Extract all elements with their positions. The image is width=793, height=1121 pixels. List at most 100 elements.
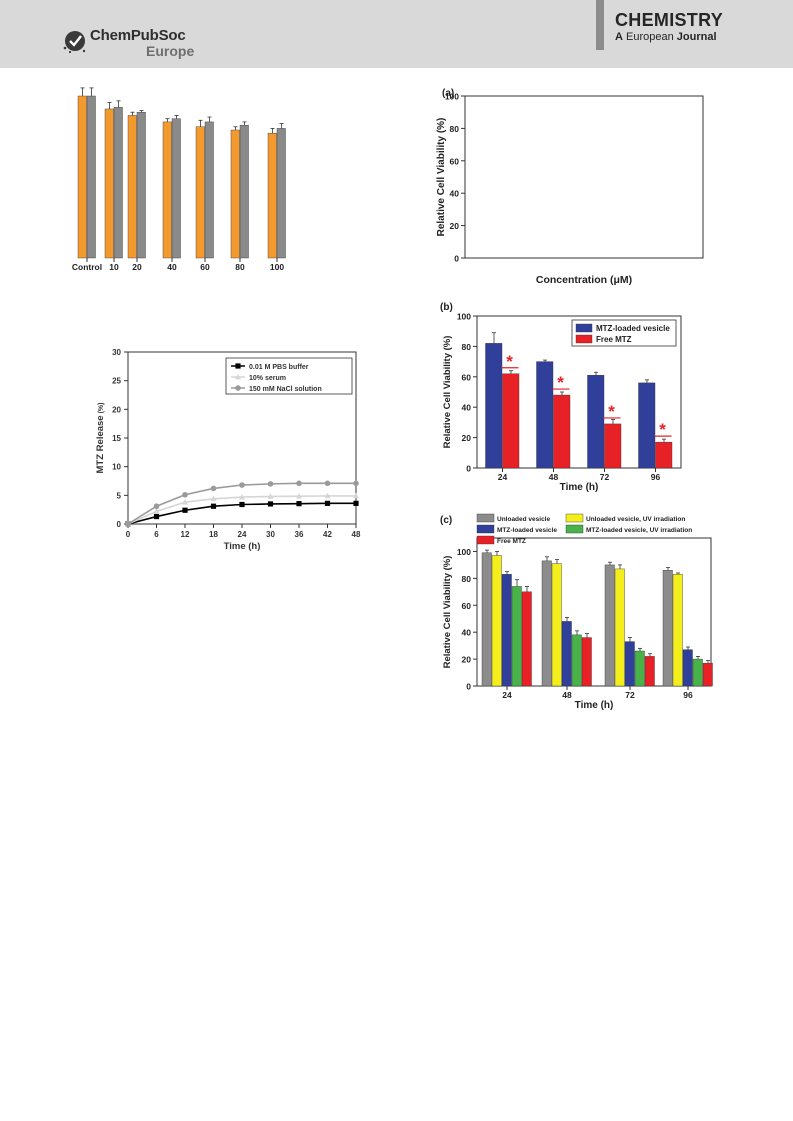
y-tick-label: 25: [112, 377, 121, 386]
legend-label-2: MTZ-loaded vesicle: [497, 527, 557, 534]
y-axis-label: Relative Cell Viability (%): [442, 556, 453, 669]
journal-accent-bar: [596, 0, 604, 50]
data-point-2-2: [182, 491, 188, 498]
bar-0-1: [104, 108, 114, 259]
journal-subtitle: A European Journal: [615, 31, 717, 43]
bar-1-2: [614, 568, 625, 687]
x-tick-label: 96: [683, 690, 693, 700]
y-tick-label: 80: [462, 574, 472, 584]
bar-2-1: [561, 621, 572, 687]
bar-0-2: [604, 564, 615, 687]
bar-4-3: [702, 662, 713, 687]
bar-1-3: [672, 574, 683, 687]
bar-1-1: [551, 563, 562, 687]
x-tick-label: 10: [109, 262, 119, 272]
bar-1-4: [204, 121, 214, 259]
legend-swatch-marker-0: [235, 363, 241, 369]
y-axis-label-unit: (%): [98, 403, 105, 414]
x-axis-label: Time (h): [560, 482, 599, 493]
bar-2-2: [624, 641, 635, 687]
x-tick-label: 42: [323, 530, 332, 539]
y-tick-label: 20: [462, 433, 472, 443]
data-point-0-2: [182, 507, 188, 513]
bar-1-1: [553, 394, 571, 469]
y-tick-label: 10: [112, 463, 121, 472]
x-tick-label: 36: [295, 530, 304, 539]
data-point-2-5: [267, 481, 274, 487]
bar-0-0: [485, 343, 503, 469]
y-axis-label: Relative Cell Viability (%): [442, 336, 453, 449]
x-tick-label: 100: [270, 262, 284, 272]
y-tick-label: 80: [462, 342, 472, 352]
data-point-2-3: [210, 485, 217, 492]
bar-0-0: [77, 95, 87, 259]
x-tick-label: 6: [154, 530, 159, 539]
y-axis-label-text: MTZ Release: [95, 415, 106, 473]
y-tick-label: 60: [462, 601, 472, 611]
bar-1-0: [491, 555, 502, 687]
data-point-2-7: [324, 480, 331, 487]
publisher-name: ChemPubSoc: [90, 27, 186, 44]
y-tick-label: 20: [450, 221, 460, 231]
x-axis-label: Time (h): [224, 541, 261, 552]
x-tick-label: 12: [181, 530, 190, 539]
significance-star-1: *: [557, 373, 564, 392]
x-tick-label: 18: [209, 530, 218, 539]
x-tick-label: 30: [266, 530, 275, 539]
bar-2-3: [682, 649, 693, 687]
legend-swatch-marker-2: [235, 385, 241, 391]
data-point-0-5: [267, 501, 274, 507]
data-point-1-4: [239, 493, 245, 500]
bar-2-0: [501, 574, 512, 687]
journal-header: ChemPubSoc Europe CHEMISTRY A European J…: [0, 0, 793, 68]
plot-frame: [476, 537, 712, 687]
journal-subtitle-b: Journal: [676, 31, 717, 43]
x-tick-label: 80: [235, 262, 245, 272]
y-axis-label: Relative Cell Viability (%): [436, 118, 447, 237]
bar-1-3: [655, 441, 673, 469]
y-tick-label: 100: [457, 547, 471, 557]
plot-frame: [476, 315, 682, 469]
panel-label: (a): [442, 88, 454, 99]
y-tick-label: 100: [457, 312, 471, 322]
x-tick-label: 72: [625, 690, 635, 700]
x-tick-label: 24: [498, 472, 508, 482]
x-tick-label: 20: [132, 262, 142, 272]
y-tick-label: 0: [466, 682, 471, 692]
legend-label-3: MTZ-loaded vesicle, UV irradiation: [586, 527, 692, 534]
x-tick-label: 24: [238, 530, 247, 539]
bar-4-1: [581, 637, 592, 687]
y-tick-label: 60: [462, 372, 472, 382]
journal-brand: CHEMISTRY A European Journal: [596, 0, 793, 68]
bar-0-2: [587, 375, 605, 469]
significance-star-2: *: [608, 402, 615, 421]
legend-swatch-marker-1: [235, 373, 241, 380]
bar-1-3: [171, 118, 181, 259]
data-point-1-8: [353, 492, 359, 499]
viability-bar-chart-b: 0 20 40 60 80 100 (b) Relative Cell Viability (…: [440, 302, 682, 493]
legend-label-0: 0.01 M PBS buffer: [249, 364, 309, 371]
legend-label-1: Free MTZ: [596, 335, 632, 344]
bar-0-1: [536, 361, 554, 469]
bar-0-5: [230, 129, 240, 259]
legend-swatch-1: [575, 334, 593, 344]
data-point-0-8: [353, 500, 359, 506]
y-tick-label: 0: [454, 254, 459, 264]
data-point-1-5: [267, 493, 274, 499]
y-tick-label: 20: [462, 655, 472, 665]
x-tick-label: 96: [651, 472, 661, 482]
bar-1-0: [502, 373, 520, 469]
x-axis-label: Time (h): [575, 700, 614, 711]
x-tick-label: 48: [352, 530, 361, 539]
data-point-1-3: [210, 495, 217, 502]
bar-1-0: [86, 95, 96, 259]
x-tick-label: Control: [72, 262, 102, 272]
data-point-2-8: [353, 480, 359, 487]
data-point-2-4: [239, 482, 245, 488]
x-tick-label: 24: [502, 690, 512, 700]
data-point-2-1: [153, 503, 160, 510]
bar-1-2: [136, 112, 146, 259]
legend-label-4: Free MTZ: [497, 538, 526, 545]
legend-swatch-3: [565, 524, 584, 534]
legend-label-0: Unloaded vesicle: [497, 516, 550, 523]
